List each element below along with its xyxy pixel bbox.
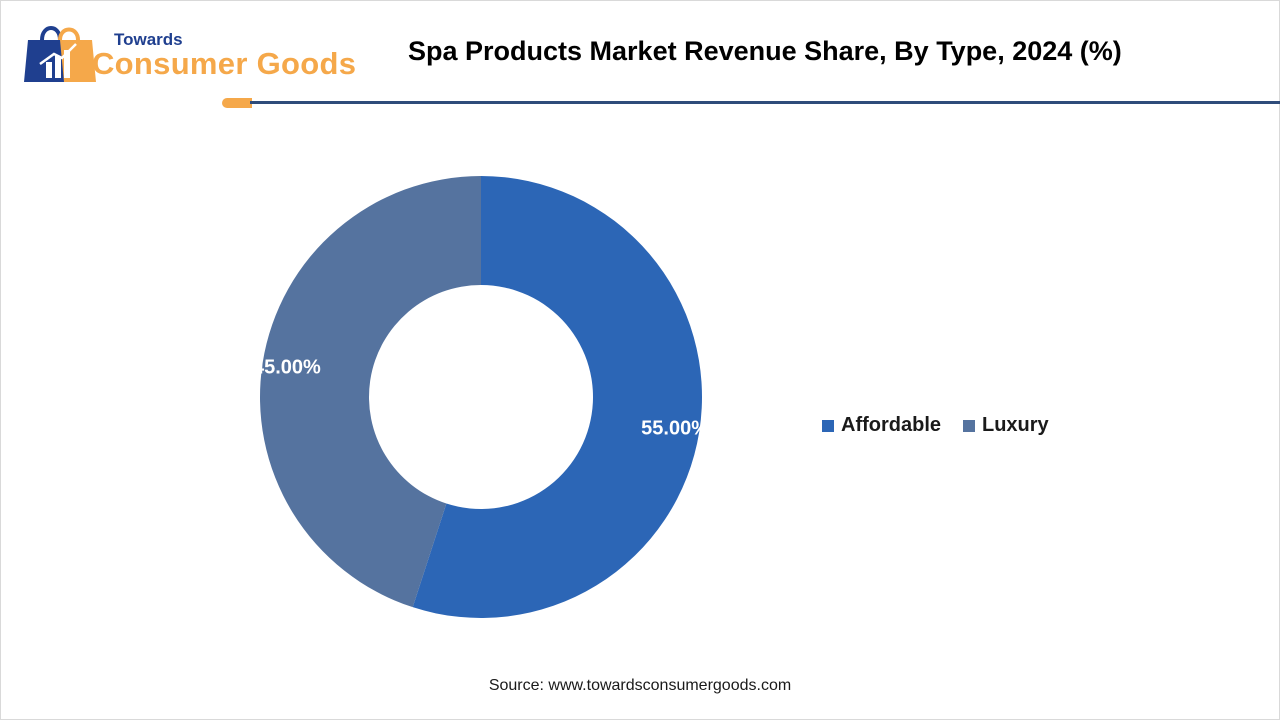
legend-swatch-affordable — [822, 419, 834, 432]
chart-legend: Affordable Luxury — [822, 414, 1049, 437]
legend-item-affordable: Affordable — [822, 414, 941, 437]
source-note: Source: www.towardsconsumergoods.com — [488, 677, 792, 694]
brand-line1: Towards — [114, 30, 183, 49]
page-title: Spa Products Market Revenue Share, By Ty… — [408, 36, 1122, 66]
data-label-affordable: 55.00% — [641, 418, 709, 440]
legend-item-luxury: Luxury — [963, 414, 1049, 437]
brand-line2: Consumer Goods — [92, 46, 357, 81]
legend-swatch-luxury — [963, 419, 975, 432]
shopping-bag-icon — [24, 26, 96, 82]
title-rule-tab — [222, 98, 252, 108]
data-label-luxury: 45.00% — [253, 356, 321, 378]
legend-label-luxury: Luxury — [982, 414, 1049, 436]
slice-affordable — [412, 176, 703, 618]
legend-label-affordable: Affordable — [841, 414, 941, 436]
slice-luxury — [260, 176, 481, 608]
title-rule — [250, 101, 1280, 104]
brand-logo: Towards Consumer Goods — [20, 18, 370, 88]
